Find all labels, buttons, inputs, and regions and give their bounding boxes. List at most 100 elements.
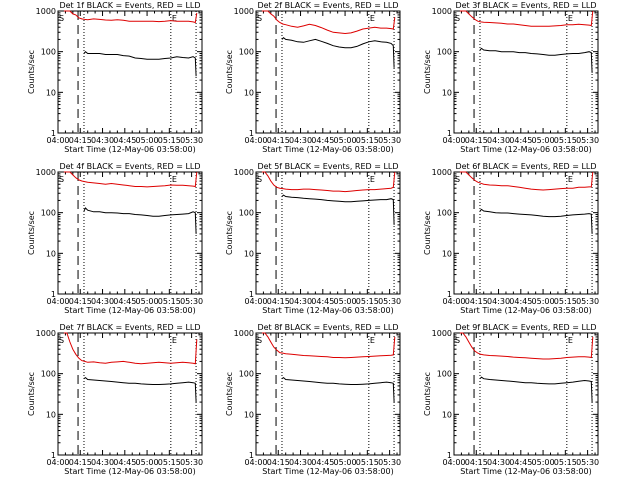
y-tick-label: 1000 [36, 329, 56, 338]
panel-title: Det 6f BLACK = Events, RED = LLD [455, 162, 596, 171]
end-marker: E [568, 175, 573, 184]
x-tick-label: 04:15 [69, 136, 92, 145]
end-marker: E [568, 336, 573, 345]
panel-title: Det 9f BLACK = Events, RED = LLD [455, 323, 596, 332]
lld-rate-line [459, 10, 594, 27]
panel-title: Det 1f BLACK = Events, RED = LLD [59, 1, 200, 10]
x-tick-label: 05:15 [158, 136, 181, 145]
x-tick-label: 04:15 [267, 136, 290, 145]
x-tick-label: 05:00 [532, 136, 555, 145]
y-tick-label: 1 [51, 290, 56, 299]
panel-title: Det 8f BLACK = Events, RED = LLD [257, 323, 398, 332]
events-rate-line [479, 47, 593, 73]
x-tick-label: 05:30 [378, 297, 401, 306]
y-tick-label: 1 [51, 129, 56, 138]
x-tick-label: 04:45 [311, 297, 334, 306]
end-marker: E [568, 14, 573, 23]
end-marker: E [172, 175, 177, 184]
y-axis-label: Counts/sec [423, 211, 432, 255]
x-tick-label: 05:00 [334, 458, 357, 467]
x-axis-label: Start Time (12-May-06 03:58:00) [262, 306, 393, 315]
plot-frame [255, 332, 401, 456]
y-axis-label: Counts/sec [27, 372, 36, 416]
detector-panel-7: Det 7f BLACK = Events, RED = LLD 1 10 100 10… [27, 323, 203, 476]
x-tick-label: 05:00 [136, 458, 159, 467]
events-rate-line [83, 207, 197, 234]
start-marker: S [455, 14, 460, 23]
y-tick-label: 10 [442, 410, 452, 419]
y-tick-label: 10 [46, 249, 56, 258]
x-tick-label: 05:15 [158, 458, 181, 467]
x-tick-label: 05:00 [334, 136, 357, 145]
x-tick-label: 05:15 [356, 297, 379, 306]
x-tick-label: 05:30 [576, 136, 599, 145]
y-tick-label: 10 [244, 249, 254, 258]
x-tick-label: 04:30 [289, 136, 312, 145]
x-tick-label: 04:45 [311, 136, 334, 145]
x-tick-label: 04:00 [46, 136, 69, 145]
events-rate-line [479, 208, 593, 234]
y-tick-label: 100 [41, 370, 56, 379]
x-tick-label: 05:15 [554, 297, 577, 306]
x-tick-label: 04:00 [244, 458, 267, 467]
x-tick-label: 05:00 [136, 136, 159, 145]
x-axis-label: Start Time (12-May-06 03:58:00) [460, 306, 591, 315]
panel-title: Det 3f BLACK = Events, RED = LLD [455, 1, 596, 10]
start-marker: S [455, 336, 460, 345]
plot-frame [453, 171, 599, 295]
x-tick-label: 05:15 [554, 458, 577, 467]
start-marker: S [257, 175, 262, 184]
y-tick-label: 10 [244, 88, 254, 97]
y-tick-label: 10 [442, 88, 452, 97]
lld-rate-line [261, 332, 396, 359]
panel-title: Det 7f BLACK = Events, RED = LLD [59, 323, 200, 332]
x-axis-label: Start Time (12-May-06 03:58:00) [460, 467, 591, 476]
x-tick-label: 05:30 [180, 136, 203, 145]
detector-panel-1: Det 1f BLACK = Events, RED = LLD 1 10 100 10… [27, 1, 203, 154]
x-tick-label: 04:45 [113, 297, 136, 306]
y-tick-label: 10 [46, 410, 56, 419]
x-tick-label: 05:30 [378, 458, 401, 467]
plot-frame [57, 171, 203, 295]
detector-panel-5: Det 5f BLACK = Events, RED = LLD 1 10 100 10… [225, 162, 401, 315]
y-tick-label: 1000 [432, 7, 452, 16]
x-tick-label: 04:15 [465, 458, 488, 467]
x-tick-label: 04:00 [442, 136, 465, 145]
x-tick-label: 05:00 [532, 458, 555, 467]
start-marker: S [59, 14, 64, 23]
events-rate-line [83, 50, 197, 77]
x-tick-label: 05:00 [532, 297, 555, 306]
lld-rate-line [261, 171, 396, 193]
lld-rate-line [63, 332, 198, 365]
x-tick-label: 05:30 [576, 297, 599, 306]
events-rate-line [83, 376, 197, 403]
y-axis-label: Counts/sec [423, 372, 432, 416]
y-tick-label: 1000 [36, 7, 56, 16]
y-tick-label: 1 [447, 129, 452, 138]
y-tick-label: 10 [46, 88, 56, 97]
end-marker: E [370, 336, 375, 345]
x-tick-label: 04:00 [244, 297, 267, 306]
x-axis-label: Start Time (12-May-06 03:58:00) [460, 145, 591, 154]
y-axis-label: Counts/sec [225, 372, 234, 416]
x-axis-label: Start Time (12-May-06 03:58:00) [64, 467, 195, 476]
x-tick-label: 04:00 [46, 458, 69, 467]
x-tick-label: 04:15 [267, 458, 290, 467]
y-tick-label: 1 [249, 290, 254, 299]
plot-frame [453, 10, 599, 134]
events-rate-line [281, 376, 395, 403]
detector-panel-2: Det 2f BLACK = Events, RED = LLD 1 10 100 10… [225, 1, 401, 154]
x-axis-label: Start Time (12-May-06 03:58:00) [64, 306, 195, 315]
end-marker: E [370, 14, 375, 23]
x-tick-label: 04:30 [91, 458, 114, 467]
events-rate-line [281, 194, 395, 225]
plot-frame [255, 10, 401, 134]
x-tick-label: 04:00 [442, 297, 465, 306]
x-tick-label: 05:00 [136, 297, 159, 306]
plot-frame [57, 10, 203, 134]
x-tick-label: 04:15 [267, 297, 290, 306]
start-marker: S [455, 175, 460, 184]
detector-panel-6: Det 6f BLACK = Events, RED = LLD 1 10 100 10… [423, 162, 599, 315]
y-tick-label: 1 [447, 290, 452, 299]
x-tick-label: 04:15 [69, 297, 92, 306]
